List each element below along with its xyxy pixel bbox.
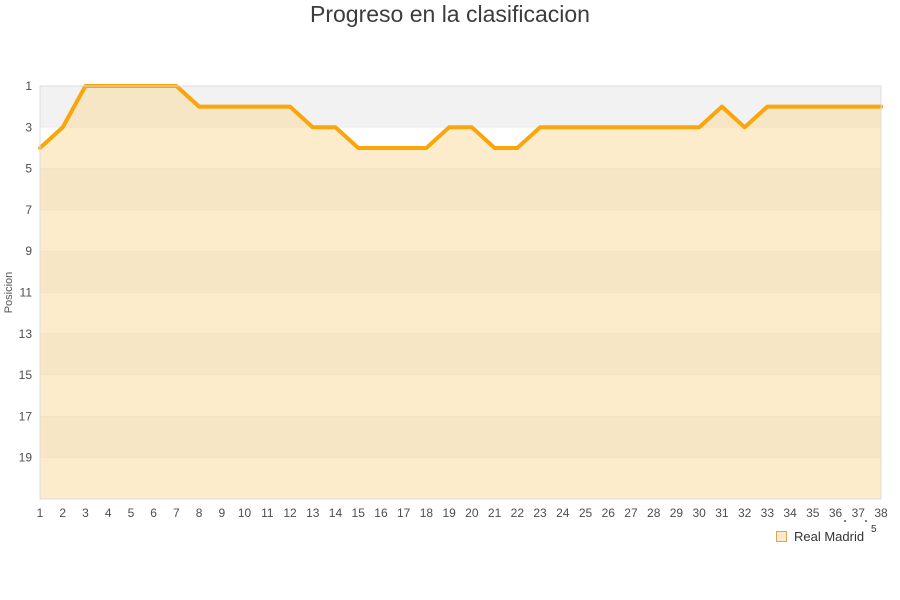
- x-tick-label: 30: [692, 506, 706, 520]
- plot-border: [39, 85, 882, 500]
- x-tick-label: 38: [874, 506, 888, 520]
- x-tick-label: 10: [238, 506, 252, 520]
- x-tick-label: 17: [397, 506, 411, 520]
- x-tick-label: 27: [624, 506, 638, 520]
- y-tick-label: 5: [25, 162, 32, 176]
- x-tick-label: 19: [442, 506, 456, 520]
- x-tick-label: 22: [511, 506, 525, 520]
- x-tick-label: 6: [150, 506, 157, 520]
- x-tick-label: 35: [806, 506, 820, 520]
- series-line: [38, 84, 883, 150]
- x-tick-label: 34: [783, 506, 797, 520]
- chart-title: Progreso en la clasificacion: [310, 1, 590, 27]
- x-tick-label: 31: [715, 506, 729, 520]
- legend-label: Real Madrid: [794, 529, 865, 544]
- x-tick-label: 29: [670, 506, 684, 520]
- clipped-dot-artifact: [844, 520, 846, 522]
- clipped-dot-artifact: [865, 520, 867, 522]
- y-tick-label: 15: [19, 368, 33, 382]
- legend-marker-icon: [776, 531, 787, 542]
- x-tick-label: 2: [59, 506, 66, 520]
- y-tick-label: 7: [25, 203, 32, 217]
- x-tick-label: 11: [261, 506, 274, 520]
- x-tick-label: 32: [738, 506, 752, 520]
- x-tick-label: 24: [556, 506, 570, 520]
- x-tick-label: 13: [306, 506, 320, 520]
- y-tick-label: 13: [19, 327, 33, 341]
- x-tick-label: 4: [105, 506, 112, 520]
- y-tick-label: 1: [25, 79, 32, 93]
- y-tick-label: 3: [25, 120, 32, 134]
- x-tick-label: 12: [283, 506, 297, 520]
- x-tick-label: 16: [374, 506, 388, 520]
- x-tick-label: 23: [533, 506, 547, 520]
- y-tick-label: 9: [25, 244, 32, 258]
- x-tick-label: 20: [465, 506, 479, 520]
- x-tick-label: 7: [173, 506, 180, 520]
- x-tick-label: 8: [196, 506, 203, 520]
- series-area-fill: [40, 86, 881, 499]
- y-tick-label: 19: [19, 451, 33, 465]
- clipped-text-artifact: 5: [871, 524, 877, 535]
- legend-item-real-madrid[interactable]: Real Madrid: [776, 529, 864, 544]
- x-tick-label: 28: [647, 506, 661, 520]
- x-tick-label: 3: [82, 506, 89, 520]
- y-axis-title: Posicion: [3, 272, 15, 314]
- x-tick-label: 37: [852, 506, 866, 520]
- x-tick-label: 15: [352, 506, 366, 520]
- x-tick-label: 26: [602, 506, 616, 520]
- x-tick-label: 25: [579, 506, 593, 520]
- x-tick-label: 18: [420, 506, 434, 520]
- y-tick-label: 11: [20, 286, 33, 300]
- x-tick-label: 5: [128, 506, 135, 520]
- x-tick-label: 21: [488, 506, 502, 520]
- x-tick-label: 9: [218, 506, 225, 520]
- x-tick-label: 14: [329, 506, 343, 520]
- x-tick-label: 36: [829, 506, 843, 520]
- x-tick-label: 33: [761, 506, 775, 520]
- x-tick-label: 1: [37, 506, 44, 520]
- y-tick-label: 17: [19, 409, 33, 423]
